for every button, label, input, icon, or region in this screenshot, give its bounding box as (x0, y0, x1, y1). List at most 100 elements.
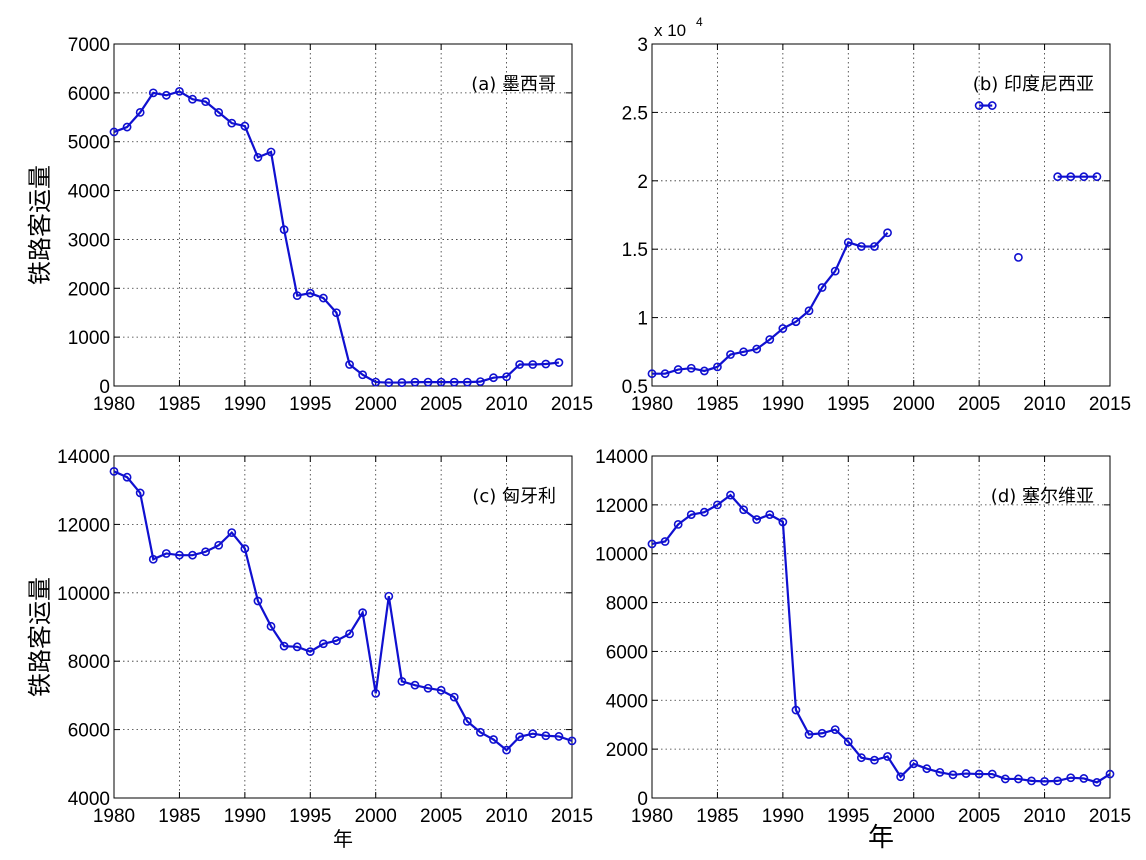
data-point (961, 769, 971, 778)
data-point (175, 86, 184, 96)
data-point (305, 647, 315, 657)
y-tick-label: 2.5 (622, 103, 648, 124)
data-point (292, 642, 302, 652)
data-point (804, 306, 814, 316)
data-point (462, 716, 472, 726)
data-point (1053, 172, 1063, 182)
data-point (423, 377, 433, 387)
series-line (652, 232, 889, 375)
y-tick-label: 3 (637, 35, 648, 56)
data-point (253, 596, 263, 606)
data-point (870, 755, 879, 765)
data-point (227, 118, 237, 128)
data-point (791, 317, 801, 327)
data-point (318, 293, 328, 303)
data-point (673, 365, 683, 374)
data-point (397, 676, 407, 686)
y-tick-label: 8000 (606, 594, 648, 615)
data-point (384, 591, 394, 601)
data-point (739, 347, 748, 357)
series-line (651, 493, 1111, 784)
data-point (515, 360, 525, 369)
data-point (817, 728, 827, 738)
data-point (726, 350, 735, 359)
data-point (1000, 774, 1010, 784)
data-point (660, 369, 670, 379)
y-tick-label: 0 (99, 377, 110, 398)
data-point (358, 370, 368, 380)
data-point (647, 369, 657, 379)
y-tick-label: 4000 (606, 691, 648, 712)
data-point (1092, 777, 1102, 787)
x-tick-label: 1980 (93, 394, 135, 415)
data-point (214, 540, 224, 550)
data-point (253, 152, 263, 162)
data-point (765, 510, 775, 520)
data-point (109, 127, 119, 137)
x-tick-label: 1985 (696, 394, 738, 415)
y-tick-label: 1.5 (622, 240, 648, 261)
data-point (475, 727, 485, 737)
data-point (647, 539, 657, 549)
data-point (830, 725, 840, 734)
data-point (371, 377, 381, 387)
data-point (161, 549, 171, 558)
data-point (371, 688, 381, 698)
data-point (135, 488, 145, 498)
x-tick-label: 2005 (958, 394, 1000, 415)
y-tick-label: 10000 (595, 545, 648, 566)
x-tick-label: 2000 (893, 806, 935, 827)
data-point (660, 537, 670, 546)
x-tick-label: 2015 (1089, 394, 1131, 415)
data-point (541, 359, 551, 369)
y-tick-label: 6000 (68, 721, 110, 742)
data-point (791, 705, 801, 715)
y-tick-label: 3000 (68, 230, 110, 251)
y-tick-label: 0.5 (622, 377, 648, 398)
panel-d: 1980 1985 1990 1995 2000 2005 2010 2015 0 2000 400… (595, 447, 1131, 853)
data-point (1079, 774, 1089, 783)
x-tick-label: 2010 (485, 394, 527, 415)
panel-c: 1980 1985 1990 1995 2000 2005 2010 2015 4000 6000… (26, 447, 593, 851)
x-tick-label: 1995 (827, 394, 869, 415)
y-tick-label: 4000 (68, 182, 110, 203)
x-tick-label: 1985 (158, 394, 200, 415)
data-point (554, 358, 564, 367)
data-point (502, 372, 511, 382)
x-tick-label: 1980 (93, 806, 135, 827)
y-tick-label: 14000 (57, 447, 110, 468)
x-tick-label: 1995 (289, 394, 331, 415)
data-point (1053, 776, 1063, 786)
x-tick-label: 1995 (289, 806, 331, 827)
data-point (713, 362, 722, 372)
panel-label: (d) 塞尔维亚 (991, 486, 1094, 507)
data-point (870, 242, 879, 251)
data-point (843, 737, 853, 747)
panel-a: 1980 1985 1990 1995 2000 2005 2010 2015 0 1000 200… (26, 35, 593, 415)
data-point (1014, 253, 1023, 262)
y-tick-label: 4000 (68, 789, 110, 810)
plot-frame (651, 455, 1111, 799)
data-point (1092, 172, 1102, 182)
data-point (161, 90, 171, 100)
x-axis-label: 年 (868, 823, 894, 853)
data-point (489, 373, 498, 383)
data-point (673, 520, 683, 529)
data-point (843, 237, 853, 247)
data-point (332, 636, 341, 646)
x-tick-label: 1980 (631, 394, 673, 415)
x-tick-label: 1990 (224, 806, 266, 827)
data-point (896, 772, 906, 782)
data-point (922, 764, 932, 774)
y-tick-label: 12000 (595, 496, 648, 517)
x-tick-label: 2005 (420, 806, 462, 827)
x-tick-label: 2015 (551, 394, 593, 415)
data-point (883, 752, 892, 761)
data-point (515, 732, 525, 742)
data-point (462, 377, 472, 387)
data-point (358, 608, 368, 618)
data-point (739, 505, 748, 515)
y-tick-label: 2 (637, 172, 648, 193)
data-point (345, 360, 354, 369)
